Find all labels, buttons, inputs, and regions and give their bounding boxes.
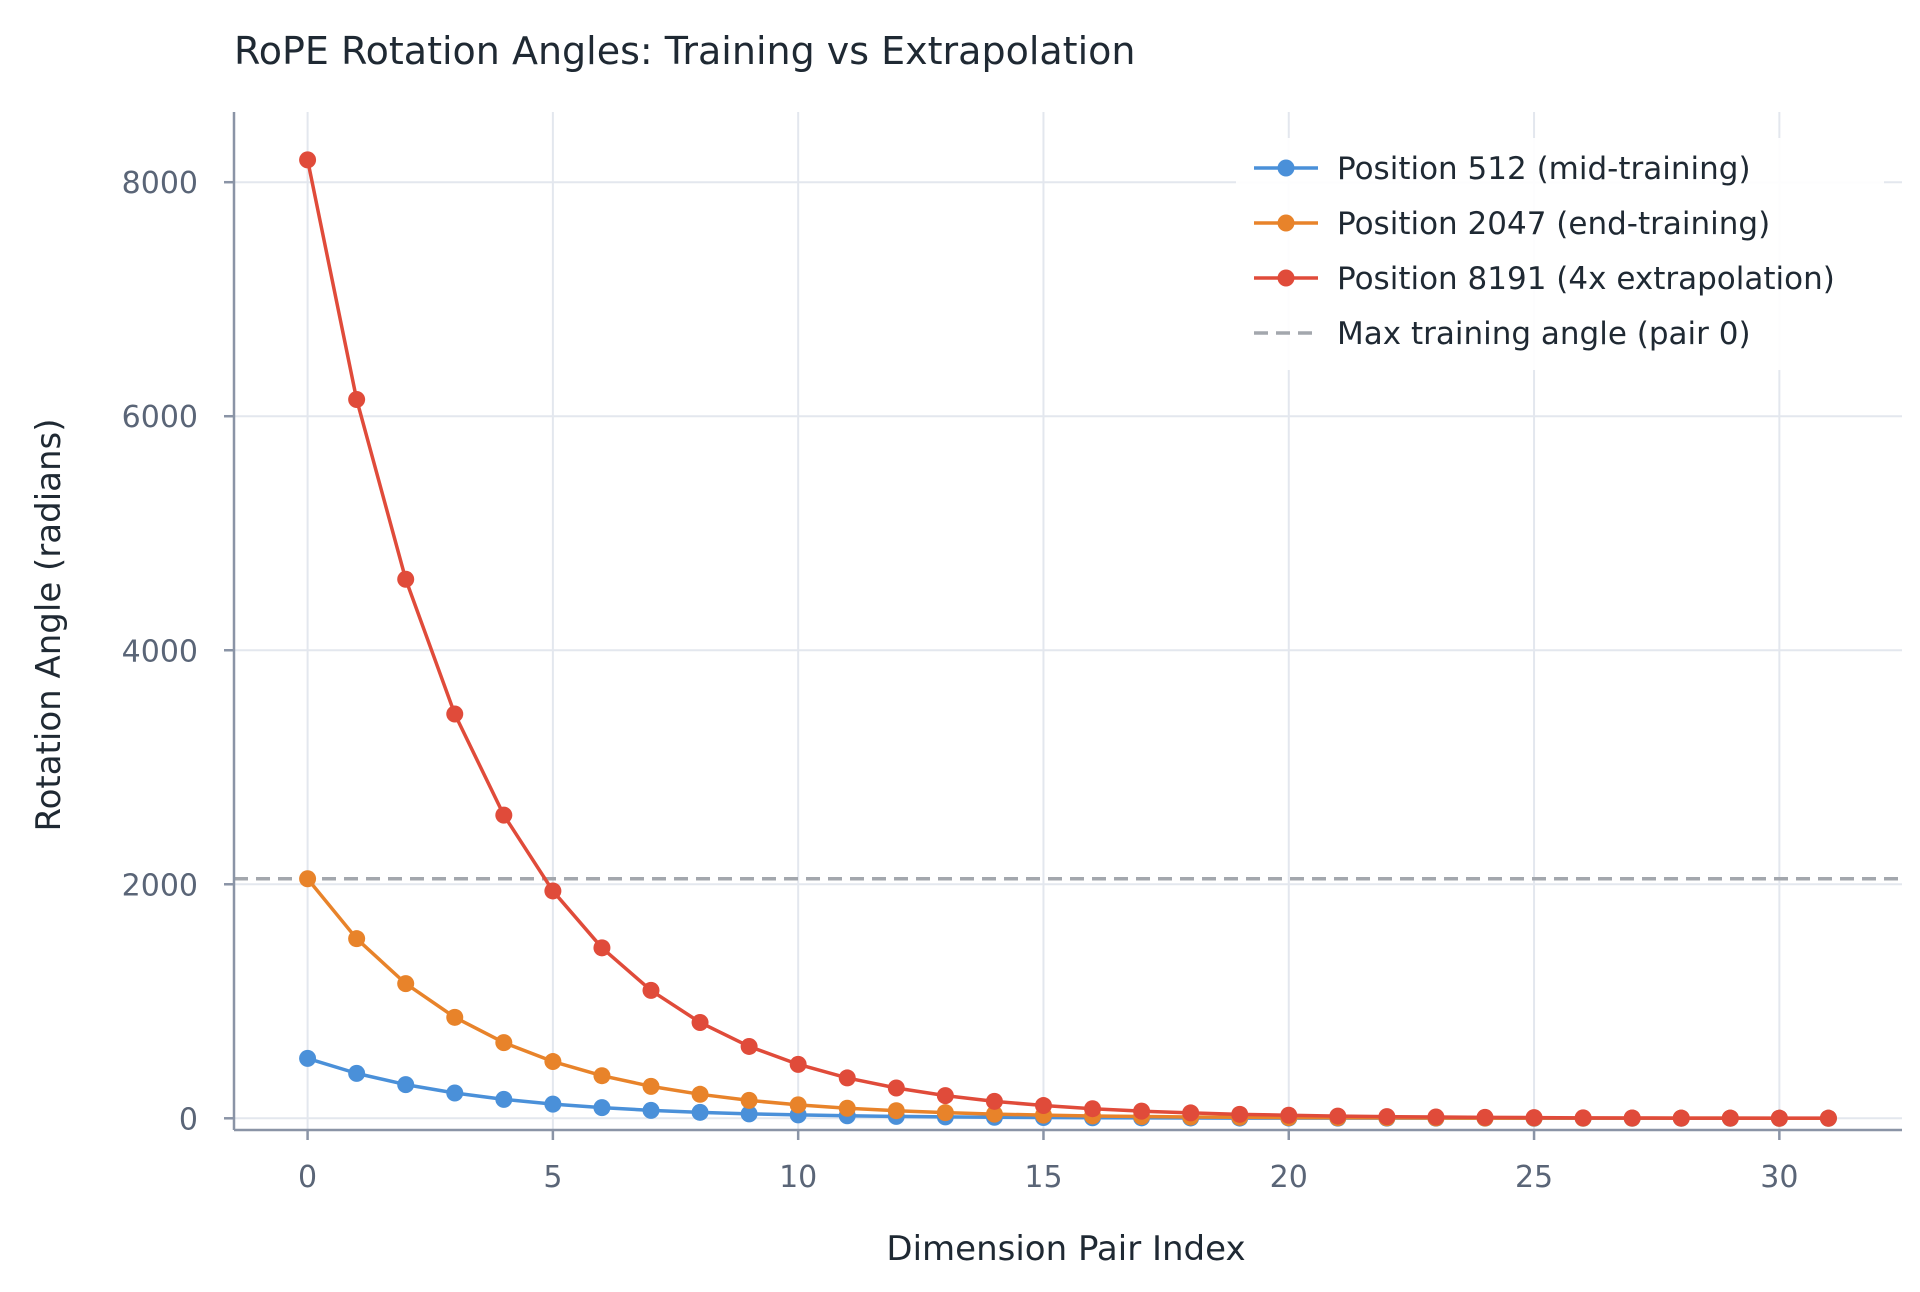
data-point: [299, 151, 317, 169]
data-point: [348, 390, 366, 408]
data-point: [1672, 1109, 1690, 1127]
data-point: [691, 1013, 709, 1031]
data-point: [495, 1034, 513, 1052]
x-tick-label: 20: [1270, 1160, 1308, 1195]
data-point: [936, 1104, 954, 1122]
data-point: [446, 705, 464, 723]
data-point: [1623, 1109, 1641, 1127]
data-point: [1476, 1108, 1494, 1126]
data-point: [1329, 1107, 1347, 1125]
legend-swatch-marker: [1277, 159, 1295, 177]
data-point: [1819, 1109, 1837, 1127]
data-point: [1133, 1102, 1151, 1120]
data-point: [1034, 1097, 1052, 1115]
x-axis-label: Dimension Pair Index: [886, 1229, 1245, 1269]
data-point: [642, 981, 660, 999]
data-point: [642, 1101, 660, 1119]
data-point: [740, 1091, 758, 1109]
data-point: [1182, 1104, 1200, 1122]
data-point: [299, 1049, 317, 1067]
data-point: [299, 870, 317, 888]
data-point: [544, 882, 562, 900]
y-tick-label: 8000: [122, 166, 198, 201]
legend-label: Position 8191 (4x extrapolation): [1337, 261, 1835, 297]
data-point: [936, 1087, 954, 1105]
series-line: [307, 1056, 1829, 1121]
data-point: [495, 1090, 513, 1108]
series-group: [299, 151, 1837, 1127]
data-point: [1770, 1109, 1788, 1127]
data-point: [348, 930, 366, 948]
data-point: [446, 1008, 464, 1026]
data-point: [593, 1067, 611, 1085]
y-tick-label: 0: [179, 1102, 198, 1137]
data-point: [544, 1053, 562, 1071]
data-point: [1280, 1106, 1298, 1124]
data-point: [397, 975, 415, 993]
data-point: [740, 1105, 758, 1123]
data-point: [642, 1077, 660, 1095]
legend-swatch-marker: [1277, 214, 1295, 232]
data-point: [397, 570, 415, 588]
legend-label: Position 2047 (end-training): [1337, 206, 1770, 242]
legend-label: Position 512 (mid-training): [1337, 151, 1751, 187]
y-tick-label: 4000: [122, 634, 198, 669]
legend-label: Max training angle (pair 0): [1337, 316, 1751, 352]
legend-swatch-marker: [1277, 269, 1295, 287]
tick-labels: 0 5 10 15 20 25 30 0 2000 4000 6000 8000: [122, 166, 1799, 1195]
data-point: [1427, 1108, 1445, 1126]
data-point: [593, 939, 611, 957]
data-point: [838, 1069, 856, 1087]
y-axis-label: Rotation Angle (radians): [29, 418, 69, 831]
x-tick-label: 5: [543, 1160, 562, 1195]
axes-spines: [232, 112, 1902, 1132]
data-point: [838, 1099, 856, 1117]
data-point: [789, 1096, 807, 1114]
data-point: [691, 1085, 709, 1103]
data-point: [985, 1092, 1003, 1110]
legend: Position 512 (mid-training) Position 2047…: [1236, 138, 1884, 370]
data-point: [691, 1103, 709, 1121]
data-point: [1231, 1105, 1249, 1123]
data-point: [495, 806, 513, 824]
data-point: [1721, 1109, 1739, 1127]
data-point: [1525, 1109, 1543, 1127]
chart-title: RoPE Rotation Angles: Training vs Extrap…: [234, 29, 1135, 73]
data-point: [887, 1079, 905, 1097]
legend-background: [1236, 138, 1884, 370]
data-point: [544, 1095, 562, 1113]
x-tick-label: 0: [298, 1160, 317, 1195]
data-point: [446, 1084, 464, 1102]
data-point: [397, 1076, 415, 1094]
data-point: [1084, 1100, 1102, 1118]
data-point: [348, 1064, 366, 1082]
series-line: [306, 877, 1829, 1121]
data-point: [1378, 1108, 1396, 1126]
x-tick-label: 25: [1515, 1160, 1553, 1195]
y-tick-label: 2000: [122, 868, 198, 903]
x-tick-label: 30: [1760, 1160, 1798, 1195]
data-point: [789, 1055, 807, 1073]
data-point: [593, 1099, 611, 1117]
x-tick-label: 10: [779, 1160, 817, 1195]
data-point: [887, 1102, 905, 1120]
y-tick-label: 6000: [122, 400, 198, 435]
data-point: [1574, 1109, 1592, 1127]
data-point: [740, 1037, 758, 1055]
data-point: [985, 1105, 1003, 1123]
x-tick-label: 15: [1024, 1160, 1062, 1195]
